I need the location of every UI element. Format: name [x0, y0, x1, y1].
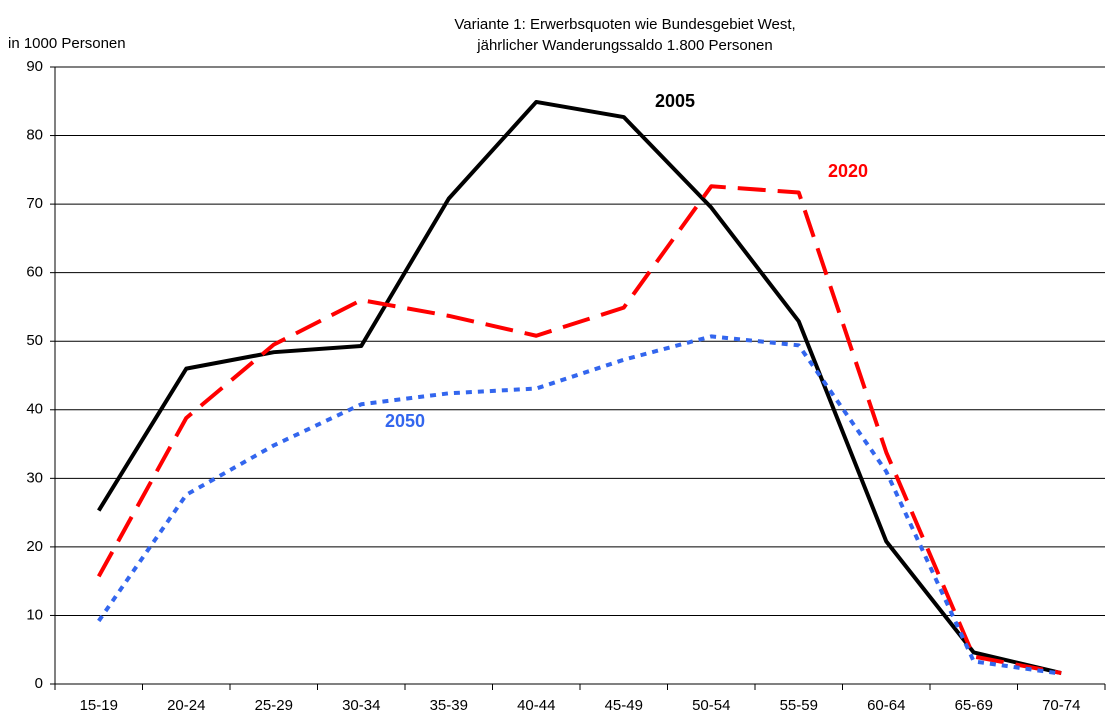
y-tick-label: 20 — [26, 538, 43, 555]
y-tick-label: 40 — [26, 401, 43, 418]
y-tick-label: 30 — [26, 469, 43, 486]
chart-title: Variante 1: Erwerbsquoten wie Bundesgebi… — [454, 16, 795, 33]
series-line — [97, 99, 1062, 675]
y-tick-label: 70 — [26, 195, 43, 212]
x-tick-label: 60-64 — [867, 697, 905, 714]
y-tick-label: 90 — [26, 58, 43, 75]
x-tick-label: 45-49 — [605, 697, 643, 714]
y-tick-label: 50 — [26, 332, 43, 349]
y-axis-label: in 1000 Personen — [8, 35, 126, 52]
x-tick-label: 65-69 — [955, 697, 993, 714]
x-tick-label: 30-34 — [342, 697, 380, 714]
series-label: 2005 — [655, 91, 695, 111]
x-tick-label: 35-39 — [430, 697, 468, 714]
series-label: 2020 — [828, 161, 868, 181]
series-label: 2050 — [385, 411, 425, 431]
x-tick-label: 20-24 — [167, 697, 205, 714]
series-line — [96, 184, 1062, 675]
y-tick-label: 80 — [26, 127, 43, 144]
x-tick-label: 55-59 — [780, 697, 818, 714]
series-line — [97, 334, 1062, 676]
x-tick-label: 40-44 — [517, 697, 555, 714]
chart-subtitle: jährlicher Wanderungssaldo 1.800 Persone… — [476, 37, 772, 54]
x-tick-label: 70-74 — [1042, 697, 1080, 714]
x-tick-label: 50-54 — [692, 697, 730, 714]
y-tick-label: 60 — [26, 264, 43, 281]
y-tick-label: 0 — [35, 675, 43, 692]
y-tick-label: 10 — [26, 606, 43, 623]
x-tick-label: 25-29 — [255, 697, 293, 714]
x-tick-label: 15-19 — [80, 697, 118, 714]
